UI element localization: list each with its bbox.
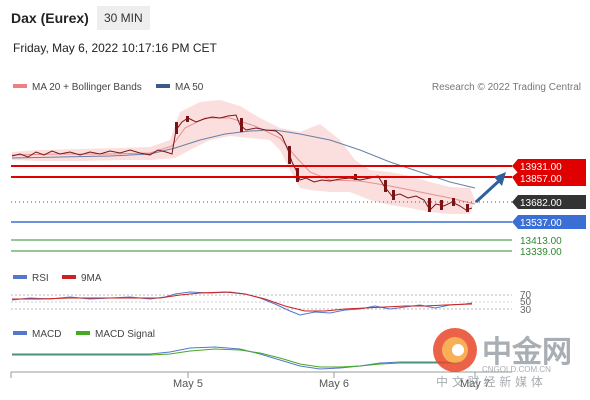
rsi-tick-50: 50 bbox=[520, 297, 532, 308]
level-value-13931: 13931.00 bbox=[520, 162, 562, 173]
legend-label-ma20: MA 20 + Bollinger Bands bbox=[32, 82, 142, 93]
chart-header: Dax (Eurex) 30 MIN bbox=[0, 0, 590, 36]
chart-datetime: Friday, May 6, 2022 10:17:16 PM CET bbox=[13, 41, 217, 55]
level-tag-13931: 13931.00 bbox=[512, 159, 586, 173]
price-candles bbox=[11, 114, 473, 211]
legend-swatch-9ma bbox=[62, 275, 76, 279]
rsi-tick-70: 70 bbox=[520, 290, 532, 301]
legend-swatch-ma50 bbox=[156, 84, 170, 88]
macd-signal-line bbox=[12, 348, 460, 368]
macd-line bbox=[12, 346, 461, 370]
instrument-title: Dax (Eurex) bbox=[11, 10, 89, 26]
level-value-13857: 13857.00 bbox=[520, 174, 562, 185]
level-tag-13857: 13857.00 bbox=[512, 172, 586, 186]
legend-swatch-macd-signal bbox=[76, 331, 90, 335]
watermark-logo-text: 中金网 bbox=[482, 335, 572, 370]
copyright-text: Research © 2022 Trading Central bbox=[432, 82, 581, 93]
rsi-9ma-line bbox=[12, 291, 473, 312]
legend-label-macd-signal: MACD Signal bbox=[95, 329, 155, 340]
level-value-13682: 13682.00 bbox=[520, 198, 562, 209]
watermark-site: CNGOLD.COM.CN bbox=[482, 365, 551, 374]
legend-swatch-ma20 bbox=[13, 84, 27, 88]
x-tick-label: May 6 bbox=[319, 378, 349, 390]
watermark-tagline: 中 文 财 经 新 媒 体 bbox=[436, 374, 543, 389]
legend-label-macd: MACD bbox=[32, 329, 61, 340]
x-tick-label: May 5 bbox=[173, 378, 203, 390]
level-tag-13537: 13537.00 bbox=[512, 215, 586, 229]
level-tag-13682: 13682.00 bbox=[512, 195, 586, 209]
legend-label-ma50: MA 50 bbox=[175, 82, 204, 93]
rsi-tick-30: 30 bbox=[520, 305, 532, 316]
legend-swatch-macd bbox=[13, 331, 27, 335]
timeframe-button[interactable]: 30 MIN bbox=[97, 6, 150, 30]
legend-swatch-rsi bbox=[13, 275, 27, 279]
level-value-13339: 13339.00 bbox=[520, 247, 562, 258]
x-tick-label: May 7 bbox=[460, 378, 490, 390]
level-value-13413: 13413.00 bbox=[520, 236, 562, 247]
level-value-13537: 13537.00 bbox=[520, 218, 562, 229]
legend-label-9ma: 9MA bbox=[81, 273, 102, 284]
forecast-arrow bbox=[474, 172, 506, 204]
bollinger-band bbox=[12, 100, 475, 214]
cngold-watermark: 中金网 CNGOLD.COM.CN 中 文 财 经 新 媒 体 bbox=[433, 328, 572, 389]
legend-label-rsi: RSI bbox=[32, 273, 49, 284]
